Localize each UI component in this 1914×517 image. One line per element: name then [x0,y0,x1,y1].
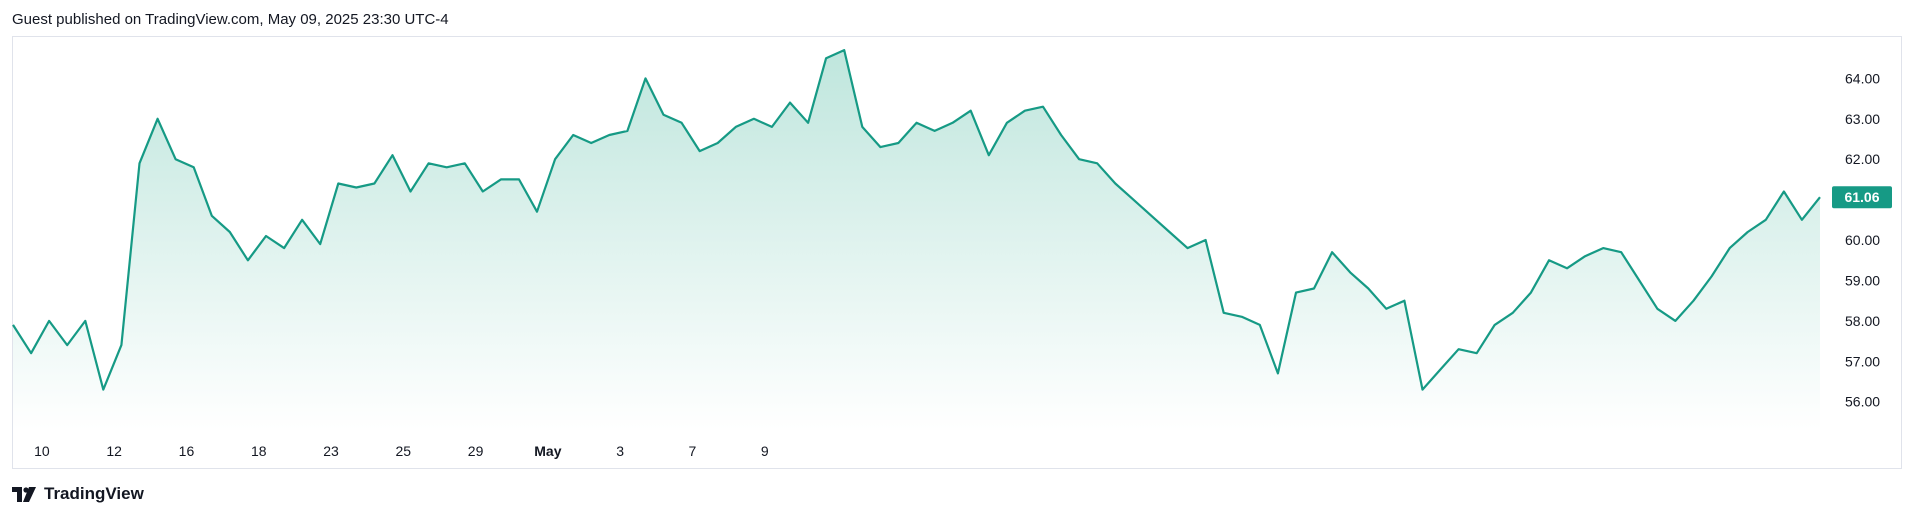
x-tick-label: 9 [761,443,769,459]
footer: TradingView [12,484,144,504]
y-tick-label: 56.00 [1845,394,1880,410]
y-tick-label: 64.00 [1845,70,1880,86]
price-chart[interactable]: 56.0057.0058.0059.0060.0061.0062.0063.00… [0,0,1914,480]
x-tick-label: 10 [34,443,50,459]
last-price-label: 61.06 [1844,189,1879,205]
y-tick-label: 59.00 [1845,272,1880,288]
brand-name[interactable]: TradingView [44,484,144,503]
y-tick-label: 60.00 [1845,232,1880,248]
x-tick-label: 18 [251,443,267,459]
x-tick-label: 3 [616,443,624,459]
last-price-badge-bg [1832,186,1892,209]
x-tick-label: 12 [106,443,122,459]
x-tick-label: 25 [396,443,412,459]
y-tick-label: 62.00 [1845,151,1880,167]
plot-area [12,49,1821,430]
price-line [12,49,1821,391]
x-tick-label: 16 [179,443,195,459]
area-fill [13,50,1820,430]
last-price-badge: 61.06 [1832,186,1892,209]
x-tick-label: 29 [468,443,484,459]
y-tick-label: 57.00 [1845,353,1880,369]
y-tick-label: 58.00 [1845,313,1880,329]
x-axis: 10 12 16 18 23 25 29 May 3 7 9 [34,443,769,459]
chart-frame [12,36,1902,469]
x-tick-label: 7 [689,443,697,459]
tradingview-logo-icon[interactable] [12,486,38,502]
y-axis: 56.0057.0058.0059.0060.0061.0062.0063.00… [1845,70,1880,409]
x-tick-label: May [534,443,561,459]
x-tick-label: 23 [323,443,339,459]
publish-info: Guest published on TradingView.com, May … [12,11,449,28]
y-tick-label: 63.00 [1845,111,1880,127]
